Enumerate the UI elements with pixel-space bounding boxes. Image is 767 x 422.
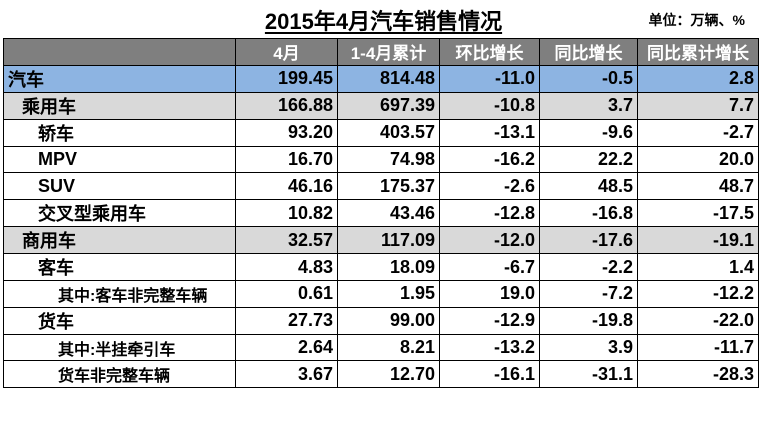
table-row: 乘用车 166.88 697.39 -10.8 3.7 7.7 xyxy=(3,91,759,120)
cell-april: 93.20 xyxy=(235,118,338,147)
cell-ytd: 74.98 xyxy=(337,145,440,174)
table-row: 交叉型乘用车 10.82 43.46 -12.8 -16.8 -17.5 xyxy=(3,199,759,228)
cell-april: 32.57 xyxy=(235,226,338,255)
cell-mom: -16.2 xyxy=(439,145,540,174)
header-ytd: 1-4月累计 xyxy=(337,38,440,66)
cell-mom: -6.7 xyxy=(439,253,540,282)
table-row: 汽车 199.45 814.48 -11.0 -0.5 2.8 xyxy=(3,64,759,93)
cell-yoy: -2.2 xyxy=(539,253,638,282)
table-row: 轿车 93.20 403.57 -13.1 -9.6 -2.7 xyxy=(3,118,759,147)
cell-yoy: 22.2 xyxy=(539,145,638,174)
cell-mom: -13.2 xyxy=(439,333,540,362)
unit-label: 单位：万辆、% xyxy=(648,12,745,28)
row-label: 其中:客车非完整车辆 xyxy=(3,280,236,308)
table-row: SUV 46.16 175.37 -2.6 48.5 48.7 xyxy=(3,172,759,201)
cell-ytd-yoy: 1.4 xyxy=(637,253,759,282)
cell-april: 166.88 xyxy=(235,91,338,120)
table-row: MPV 16.70 74.98 -16.2 22.2 20.0 xyxy=(3,145,759,174)
row-label: 客车 xyxy=(3,253,236,282)
cell-ytd: 403.57 xyxy=(337,118,440,147)
cell-april: 0.61 xyxy=(235,280,338,308)
table-row: 货车 27.73 99.00 -12.9 -19.8 -22.0 xyxy=(3,306,759,335)
cell-ytd: 8.21 xyxy=(337,333,440,362)
cell-april: 16.70 xyxy=(235,145,338,174)
cell-ytd-yoy: -22.0 xyxy=(637,306,759,335)
cell-april: 199.45 xyxy=(235,64,338,93)
cell-yoy: -7.2 xyxy=(539,280,638,308)
row-label: 乘用车 xyxy=(3,91,236,120)
cell-ytd-yoy: 48.7 xyxy=(637,172,759,201)
cell-yoy: -0.5 xyxy=(539,64,638,93)
cell-ytd: 697.39 xyxy=(337,91,440,120)
cell-ytd-yoy: -28.3 xyxy=(637,360,759,389)
cell-mom: -12.9 xyxy=(439,306,540,335)
cell-ytd: 117.09 xyxy=(337,226,440,255)
table-row: 其中:半挂牵引车 2.64 8.21 -13.2 3.9 -11.7 xyxy=(3,333,759,362)
table-row: 其中:客车非完整车辆 0.61 1.95 19.0 -7.2 -12.2 xyxy=(3,280,759,308)
cell-yoy: -19.8 xyxy=(539,306,638,335)
cell-april: 46.16 xyxy=(235,172,338,201)
cell-april: 10.82 xyxy=(235,199,338,228)
cell-yoy: -9.6 xyxy=(539,118,638,147)
cell-april: 3.67 xyxy=(235,360,338,389)
row-label: MPV xyxy=(3,145,236,174)
cell-ytd-yoy: -12.2 xyxy=(637,280,759,308)
row-label: SUV xyxy=(3,172,236,201)
cell-mom: -10.8 xyxy=(439,91,540,120)
cell-april: 27.73 xyxy=(235,306,338,335)
cell-ytd: 43.46 xyxy=(337,199,440,228)
row-label: 货车非完整车辆 xyxy=(3,360,236,389)
cell-ytd: 814.48 xyxy=(337,64,440,93)
page-title-text: 2015年4月汽车销售情况 xyxy=(264,9,503,34)
cell-ytd: 99.00 xyxy=(337,306,440,335)
row-label: 汽车 xyxy=(3,64,236,93)
row-label: 轿车 xyxy=(3,118,236,147)
cell-ytd-yoy: 20.0 xyxy=(637,145,759,174)
page-title: 2015年4月汽车销售情况 xyxy=(0,4,767,36)
row-label: 货车 xyxy=(3,306,236,335)
header-april: 4月 xyxy=(235,38,338,66)
row-label: 商用车 xyxy=(3,226,236,255)
cell-yoy: 3.9 xyxy=(539,333,638,362)
cell-ytd: 175.37 xyxy=(337,172,440,201)
cell-ytd: 12.70 xyxy=(337,360,440,389)
cell-yoy: -17.6 xyxy=(539,226,638,255)
table-row: 客车 4.83 18.09 -6.7 -2.2 1.4 xyxy=(3,253,759,282)
cell-mom: -2.6 xyxy=(439,172,540,201)
cell-ytd-yoy: 2.8 xyxy=(637,64,759,93)
cell-mom: -11.0 xyxy=(439,64,540,93)
cell-april: 2.64 xyxy=(235,333,338,362)
cell-mom: -12.0 xyxy=(439,226,540,255)
row-label: 其中:半挂牵引车 xyxy=(3,333,236,362)
header-mom: 环比增长 xyxy=(439,38,540,66)
cell-mom: -12.8 xyxy=(439,199,540,228)
cell-mom: -13.1 xyxy=(439,118,540,147)
cell-ytd-yoy: -19.1 xyxy=(637,226,759,255)
cell-yoy: -31.1 xyxy=(539,360,638,389)
cell-ytd: 18.09 xyxy=(337,253,440,282)
header-ytd-yoy: 同比累计增长 xyxy=(637,38,759,66)
cell-ytd-yoy: 7.7 xyxy=(637,91,759,120)
table-header-row: 4月 1-4月累计 环比增长 同比增长 同比累计增长 xyxy=(3,38,759,66)
table-row: 货车非完整车辆 3.67 12.70 -16.1 -31.1 -28.3 xyxy=(3,360,759,389)
cell-mom: -16.1 xyxy=(439,360,540,389)
cell-yoy: 48.5 xyxy=(539,172,638,201)
cell-mom: 19.0 xyxy=(439,280,540,308)
header-yoy: 同比增长 xyxy=(539,38,638,66)
cell-yoy: -16.8 xyxy=(539,199,638,228)
table-row: 商用车 32.57 117.09 -12.0 -17.6 -19.1 xyxy=(3,226,759,255)
cell-ytd-yoy: -11.7 xyxy=(637,333,759,362)
cell-ytd-yoy: -2.7 xyxy=(637,118,759,147)
row-label: 交叉型乘用车 xyxy=(3,199,236,228)
sales-table: 4月 1-4月累计 环比增长 同比增长 同比累计增长 汽车 199.45 814… xyxy=(3,38,759,389)
cell-yoy: 3.7 xyxy=(539,91,638,120)
header-category xyxy=(3,38,236,66)
cell-april: 4.83 xyxy=(235,253,338,282)
cell-ytd: 1.95 xyxy=(337,280,440,308)
cell-ytd-yoy: -17.5 xyxy=(637,199,759,228)
